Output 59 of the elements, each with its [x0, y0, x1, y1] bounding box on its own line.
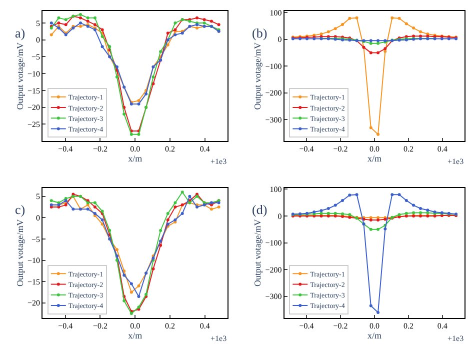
y-tick-label: −100	[265, 238, 282, 248]
x-tick-label: 0.2	[164, 144, 175, 154]
x-tick-label: 0.4	[437, 144, 448, 154]
y-tick-label: −300	[265, 115, 282, 124]
y-tick-label: −25	[28, 120, 40, 130]
y-axis-title: Output votage/mV	[252, 218, 263, 286]
text: +1e3	[210, 334, 227, 343]
y-tick-label: 0	[36, 213, 40, 222]
y-tick-label: 5	[36, 18, 40, 28]
x-tick-label: 0.2	[164, 321, 175, 330]
x-tick-label: −0.4	[58, 321, 73, 330]
x-tick-label: 0.0	[130, 144, 140, 154]
y-tick-label: 0	[36, 36, 40, 45]
text: +1e3	[448, 157, 464, 166]
y-tick-label: −10	[28, 256, 40, 266]
y-tick-label: 100	[270, 185, 282, 194]
y-tick-label: −200	[265, 88, 282, 98]
y-tick-label: 0	[278, 212, 282, 221]
x-tick-label: −0.4	[58, 144, 73, 154]
y-axis-title: Output votage/mV	[252, 42, 263, 110]
y-tick-label: 100	[270, 8, 282, 18]
x-axis-title: x/m	[128, 154, 142, 164]
x-tick-label: 0.4	[200, 144, 210, 154]
y-tick-label: −15	[28, 277, 40, 286]
y-tick-label: −10	[28, 69, 40, 78]
x-axis-title: x/m	[367, 330, 382, 340]
text: +1e3	[448, 334, 464, 343]
y-tick-label: 0	[278, 35, 282, 44]
x-tick-label: −0.2	[333, 144, 348, 154]
text: c)	[14, 202, 26, 217]
y-tick-label: −20	[28, 298, 40, 308]
text: a)	[14, 26, 26, 40]
y-tick-label: −5	[32, 234, 40, 244]
text: (d)	[252, 202, 268, 217]
text: +1e3	[210, 157, 227, 166]
x-tick-label: −0.2	[333, 321, 348, 330]
y-tick-label: −20	[28, 103, 40, 112]
y-tick-label: −200	[265, 265, 282, 274]
x-tick-label: 0.0	[369, 321, 380, 330]
y-tick-label: 5	[36, 192, 40, 202]
x-tick-label: 0.4	[200, 321, 210, 330]
text: (b)	[252, 26, 268, 40]
x-tick-label: 0.2	[403, 321, 414, 330]
x-tick-label: 0.0	[130, 321, 140, 330]
x-tick-label: 0.2	[403, 144, 414, 154]
y-tick-label: −100	[265, 62, 282, 71]
x-tick-label: 0.4	[437, 321, 448, 330]
y-axis-title: Output votage/mV	[14, 42, 25, 110]
y-axis-title: Output votage/mV	[14, 218, 25, 286]
y-tick-label: −300	[265, 292, 282, 302]
x-tick-label: −0.4	[299, 144, 314, 154]
x-tick-label: −0.2	[92, 321, 108, 330]
x-tick-label: −0.4	[299, 321, 314, 330]
y-tick-label: −15	[28, 86, 40, 96]
x-tick-label: 0.0	[369, 144, 380, 154]
x-tick-label: −0.2	[92, 144, 108, 154]
x-axis-title: x/m	[367, 154, 382, 164]
y-tick-label: −5	[32, 52, 40, 62]
x-axis-title: x/m	[128, 330, 142, 340]
